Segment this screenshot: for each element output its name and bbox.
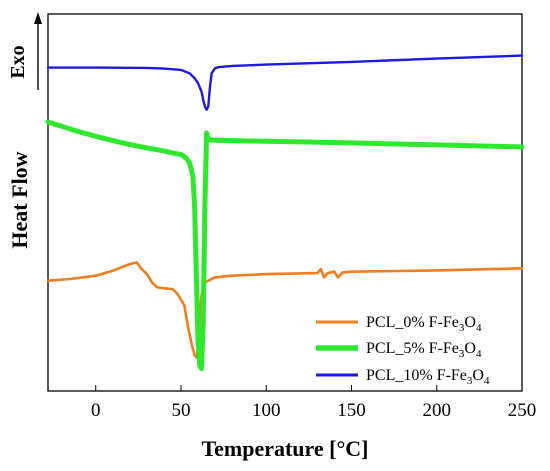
legend-subscript: 3 <box>459 348 465 360</box>
series-line-3 <box>46 54 524 111</box>
legend-subscript: 4 <box>484 375 490 387</box>
legend-subscript: 4 <box>476 348 482 360</box>
x-tick-label: 0 <box>91 400 101 421</box>
exo-label: Exo <box>7 45 29 78</box>
x-axis-ticks: 0 50 100 150 200 250 <box>91 385 536 421</box>
x-tick-label: 100 <box>252 400 281 421</box>
legend-label: PCL_10% F-Fe3O4 <box>366 367 490 387</box>
series-line-2 <box>45 119 525 372</box>
legend-text-part: PCL_5% F-Fe <box>366 340 459 357</box>
x-tick-label: 150 <box>337 400 366 421</box>
legend-text-part: O <box>464 340 476 357</box>
y-axis-title: Heat Flow <box>7 151 32 248</box>
x-axis-title: Temperature [°C] <box>201 436 368 461</box>
legend-label: PCL_5% F-Fe3O4 <box>366 340 482 360</box>
x-tick-label: 50 <box>171 400 190 421</box>
exo-indicator: Exo <box>7 12 42 90</box>
legend-subscript: 3 <box>467 375 473 387</box>
legend-label: PCL_0% F-Fe3O4 <box>366 314 482 334</box>
series-group <box>45 54 525 372</box>
legend-text-part: O <box>464 314 476 331</box>
legend-text-part: O <box>472 367 484 384</box>
legend-text-part: PCL_0% F-Fe <box>366 314 459 331</box>
legend-subscript: 4 <box>476 322 482 334</box>
exo-arrow-head <box>34 12 42 24</box>
x-tick-label: 250 <box>508 400 537 421</box>
x-tick-label: 200 <box>422 400 451 421</box>
legend-subscript: 3 <box>459 322 465 334</box>
legend-text-part: PCL_10% F-Fe <box>366 367 467 384</box>
plot-frame <box>47 13 523 392</box>
